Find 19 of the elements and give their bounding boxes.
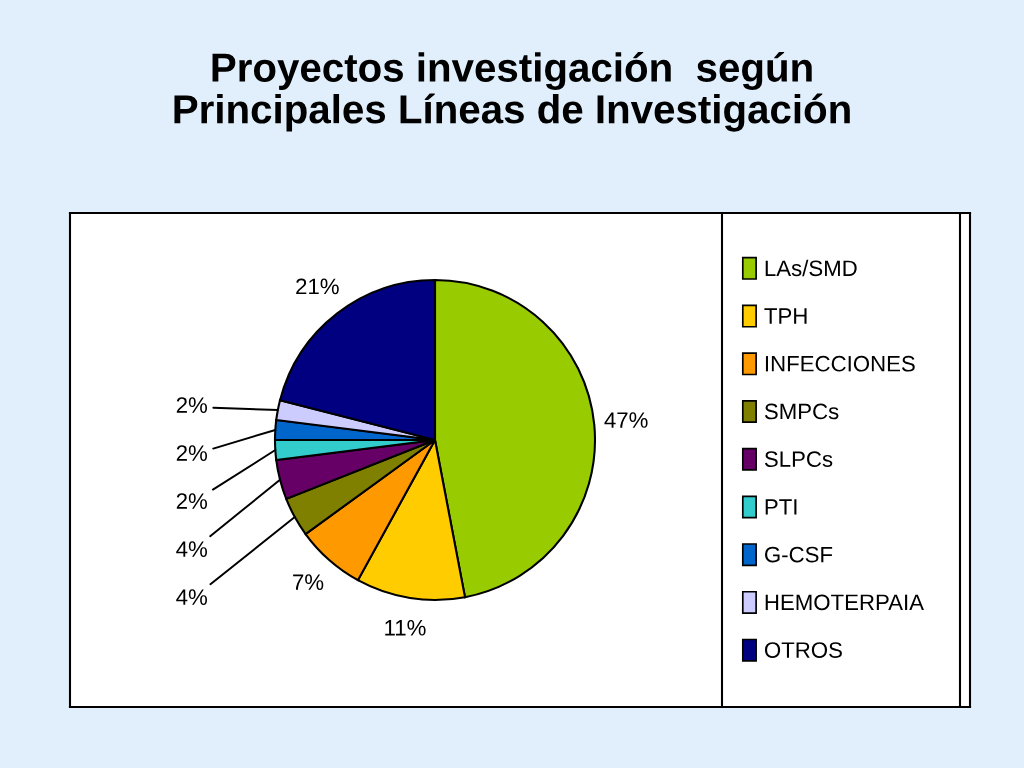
legend-label: SMPCs <box>764 403 839 420</box>
data-label: 4% <box>176 541 208 557</box>
legend-label: TPH <box>764 308 807 324</box>
legend-label: SLPCs <box>764 451 833 468</box>
data-label: 2% <box>176 397 208 413</box>
data-label: 7% <box>293 574 324 590</box>
legend-label: OTROS <box>764 642 842 658</box>
data-label: 4% <box>176 589 208 605</box>
legend-label: G-CSF <box>765 546 833 563</box>
data-label: 21% <box>296 278 339 295</box>
legend-label: PTI <box>765 499 797 515</box>
data-label: 11% <box>385 619 426 636</box>
data-label: 47% <box>604 412 648 428</box>
data-label: 2% <box>176 445 208 461</box>
chart-title: Proyectos investigación según Principales Líneas de Investigación <box>174 52 850 132</box>
data-label: 2% <box>176 493 208 509</box>
legend-label: INFECCIONES <box>765 355 915 372</box>
legend-label: LAs/SMD <box>765 259 857 277</box>
legend-label: HEMOTERPAIA <box>765 594 924 611</box>
